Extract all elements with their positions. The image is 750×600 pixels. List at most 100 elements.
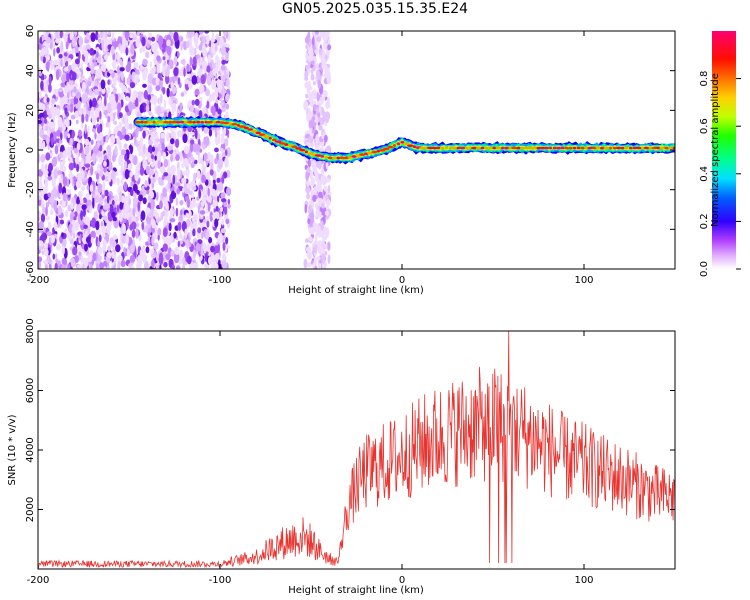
- spectrogram-noise-cell: [91, 190, 96, 196]
- spectrogram-noise-cell: [121, 233, 127, 244]
- spectrogram-noise-cell: [151, 253, 156, 259]
- spectrogram-noise-cell: [59, 151, 64, 159]
- spectrogram-noise-cell: [50, 234, 56, 244]
- spectrogram-noise-cell: [74, 255, 79, 263]
- spectrogram-noise-cell: [58, 53, 63, 59]
- spectrogram-noise-cell: [314, 244, 318, 254]
- spectrogram-noise-cell: [38, 119, 43, 124]
- spectrogram-noise-cell: [43, 169, 49, 176]
- spectrogram-noise-cell: [202, 186, 206, 197]
- spectrogram-noise-cell: [157, 227, 162, 236]
- colorbar-tick-label: 0.4: [699, 166, 710, 182]
- spectrogram-xtick-label: 0: [399, 275, 405, 286]
- spectrogram-noise-cell: [107, 171, 112, 183]
- spectrogram-noise-cell: [169, 207, 174, 217]
- spectrogram-noise-cell: [222, 234, 226, 241]
- spectrogram-noise-cell: [191, 157, 195, 163]
- spectrogram-noise-cell: [141, 45, 146, 53]
- spectrogram-noise-cell: [62, 58, 65, 67]
- spectrogram-noise-cell: [87, 253, 93, 263]
- spectrogram-noise-cell: [113, 78, 117, 87]
- spectrogram-noise-cell: [40, 54, 44, 62]
- spectrogram-noise-cell: [217, 58, 221, 69]
- spectrogram-noise-cell: [95, 263, 99, 269]
- spectrogram-noise-cell: [42, 56, 46, 64]
- spectrogram-noise-cell: [57, 116, 63, 128]
- spectrogram-noise-cell: [124, 153, 127, 161]
- spectrogram-noise-cell: [145, 246, 150, 254]
- spectrogram-noise-cell: [221, 253, 227, 261]
- spectrogram-noise-cell: [193, 47, 197, 56]
- spectrogram-noise-cell: [99, 145, 103, 152]
- spectrogram-noise-cell: [102, 231, 106, 238]
- spectrogram-noise-cell: [115, 52, 120, 61]
- spectrogram-noise-cell: [205, 88, 210, 97]
- spectrogram-ridge-core: [612, 146, 617, 150]
- spectrogram-noise-cell: [163, 261, 168, 268]
- spectrogram-noise-cell: [125, 234, 129, 245]
- spectrogram-noise-cell: [97, 133, 103, 141]
- spectrogram-noise-cell: [66, 188, 72, 195]
- spectrogram-noise-cell: [145, 104, 150, 113]
- spectrogram-noise-cell: [201, 174, 207, 184]
- spectrogram-noise-cell: [53, 221, 58, 231]
- spectrogram-noise-cell: [323, 243, 328, 248]
- spectrogram-noise-cell: [162, 151, 167, 160]
- spectrogram-noise-cell: [207, 54, 211, 64]
- spectrogram-ridge-core: [444, 146, 448, 150]
- spectrogram-ridge-core: [284, 143, 289, 146]
- spectrogram-noise-cell: [68, 162, 75, 171]
- spectrogram-noise-cell: [198, 96, 203, 102]
- spectrogram-noise-cell: [189, 105, 195, 113]
- spectrogram-ridge-core: [609, 146, 613, 150]
- spectrogram-noise-cell: [102, 239, 107, 247]
- spectrogram-ytick-label: -60: [25, 261, 36, 277]
- spectrogram-noise-cell: [184, 78, 189, 85]
- spectrogram-noise-cell: [117, 260, 121, 269]
- spectrogram-noise-cell: [214, 253, 220, 262]
- spectrogram-noise-cell: [205, 230, 210, 241]
- spectrogram-noise-cell: [136, 31, 141, 36]
- spectrogram-noise-cell: [141, 253, 147, 263]
- spectrogram-ridge-core: [495, 146, 502, 150]
- spectrogram-noise-cell: [185, 212, 189, 218]
- spectrogram-noise-cell: [97, 183, 103, 194]
- spectrogram-ridge-core: [475, 146, 481, 150]
- snr-series-line: [38, 331, 675, 569]
- spectrogram-noise-cell: [156, 55, 161, 62]
- spectrogram-ridge-core: [168, 120, 173, 124]
- spectrogram-noise-cell: [193, 172, 197, 182]
- spectrogram-noise-cell: [106, 159, 110, 168]
- spectrogram-noise-cell: [166, 46, 172, 56]
- spectrogram-noise-cell: [55, 38, 60, 44]
- snr-ylabel: SNR (10 * v/v): [7, 414, 18, 485]
- spectrogram-noise-cell: [74, 157, 80, 164]
- snr-panel: -200 -100 0 100 2000 4000 6000 8000 Height of s…: [7, 318, 676, 596]
- spectrogram-ridge-core: [163, 120, 169, 124]
- spectrogram-noise-cell: [217, 108, 222, 115]
- spectrogram-noise-cell: [41, 50, 46, 56]
- spectrogram-noise-cell: [144, 224, 148, 233]
- spectrogram-noise-cell: [307, 204, 313, 215]
- spectrogram-noise-cell: [142, 83, 147, 88]
- spectrogram-noise-cell: [203, 136, 206, 145]
- spectrogram-noise-cell: [124, 122, 130, 130]
- spectrogram-noise-cell: [314, 202, 319, 209]
- spectrogram-ridge-core: [339, 156, 345, 160]
- spectrogram-noise-cell: [173, 252, 180, 264]
- spectrogram-noise-cell: [198, 157, 203, 165]
- spectrogram-noise-cell: [158, 217, 162, 222]
- spectrogram-noise-cell: [148, 236, 151, 244]
- spectrogram-noise-cell: [215, 98, 219, 104]
- spectrogram-noise-cell: [325, 162, 329, 170]
- spectrogram-noise-cell: [147, 231, 151, 238]
- spectrogram-noise-cell: [53, 168, 58, 180]
- spectrogram-noise-cell: [65, 118, 70, 128]
- spectrogram-noise-cell: [214, 218, 219, 228]
- spectrogram-noise-cell: [311, 31, 315, 37]
- spectrogram-noise-cell: [142, 159, 148, 169]
- spectrogram-noise-cell: [221, 59, 226, 65]
- spectrogram-noise-cell: [218, 93, 222, 99]
- colorbar-tick-label: 0.2: [699, 213, 710, 229]
- spectrogram-ridge-core: [147, 120, 153, 124]
